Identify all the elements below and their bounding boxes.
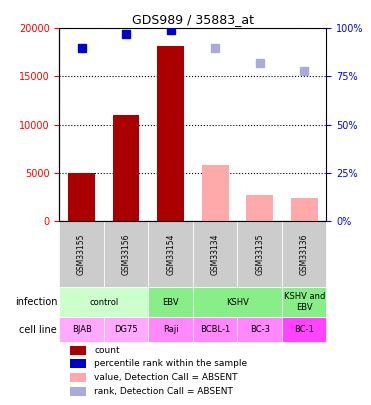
- Bar: [70, 373, 86, 382]
- Text: count: count: [94, 345, 120, 355]
- Title: GDS989 / 35883_at: GDS989 / 35883_at: [132, 13, 254, 26]
- Text: KSHV and
EBV: KSHV and EBV: [283, 292, 325, 312]
- FancyBboxPatch shape: [237, 317, 282, 342]
- Text: value, Detection Call = ABSENT: value, Detection Call = ABSENT: [94, 373, 237, 382]
- Text: DG75: DG75: [114, 325, 138, 334]
- Bar: [70, 387, 86, 396]
- FancyBboxPatch shape: [282, 221, 326, 287]
- FancyBboxPatch shape: [104, 317, 148, 342]
- FancyBboxPatch shape: [59, 317, 104, 342]
- Text: percentile rank within the sample: percentile rank within the sample: [94, 359, 247, 369]
- Text: BJAB: BJAB: [72, 325, 92, 334]
- Text: KSHV: KSHV: [226, 298, 249, 307]
- FancyBboxPatch shape: [193, 221, 237, 287]
- Text: GSM33154: GSM33154: [166, 233, 175, 275]
- Bar: [70, 360, 86, 368]
- FancyBboxPatch shape: [59, 221, 104, 287]
- Bar: [113, 115, 139, 221]
- Text: GSM33135: GSM33135: [255, 233, 264, 275]
- Bar: [246, 195, 273, 221]
- Bar: [157, 46, 184, 221]
- FancyBboxPatch shape: [148, 317, 193, 342]
- FancyBboxPatch shape: [193, 317, 237, 342]
- FancyBboxPatch shape: [148, 287, 193, 317]
- Bar: [202, 165, 229, 221]
- Text: rank, Detection Call = ABSENT: rank, Detection Call = ABSENT: [94, 387, 233, 396]
- Text: infection: infection: [14, 297, 57, 307]
- Text: cell line: cell line: [19, 324, 57, 335]
- Text: BCBL-1: BCBL-1: [200, 325, 230, 334]
- Text: control: control: [89, 298, 118, 307]
- FancyBboxPatch shape: [237, 221, 282, 287]
- Text: GSM33155: GSM33155: [77, 233, 86, 275]
- FancyBboxPatch shape: [104, 221, 148, 287]
- Text: GSM33136: GSM33136: [300, 233, 309, 275]
- Text: GSM33156: GSM33156: [122, 233, 131, 275]
- Bar: [70, 346, 86, 354]
- Bar: [68, 173, 95, 221]
- Text: Raji: Raji: [163, 325, 178, 334]
- Text: GSM33134: GSM33134: [211, 233, 220, 275]
- Text: BC-3: BC-3: [250, 325, 270, 334]
- FancyBboxPatch shape: [193, 287, 282, 317]
- FancyBboxPatch shape: [282, 317, 326, 342]
- FancyBboxPatch shape: [148, 221, 193, 287]
- Text: BC-1: BC-1: [294, 325, 314, 334]
- FancyBboxPatch shape: [59, 287, 148, 317]
- FancyBboxPatch shape: [282, 287, 326, 317]
- Text: EBV: EBV: [162, 298, 179, 307]
- Bar: [291, 198, 318, 221]
